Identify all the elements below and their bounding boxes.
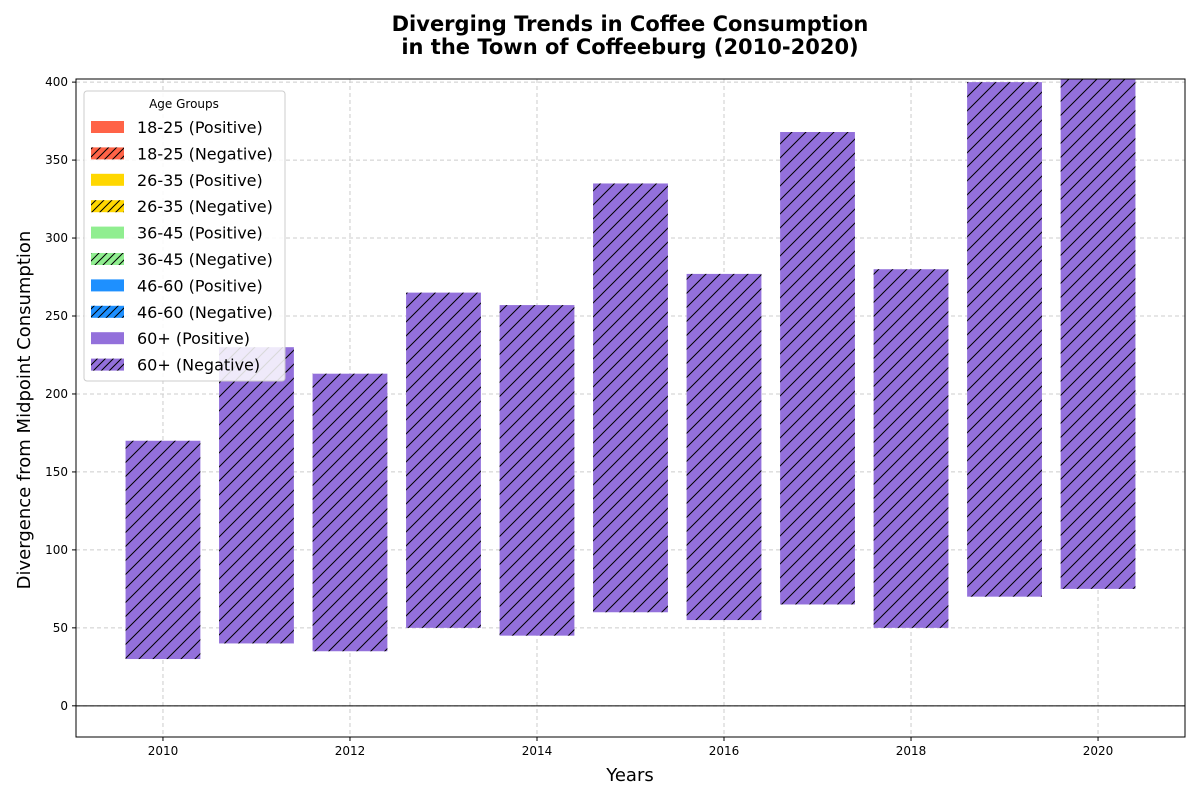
bar-hatch bbox=[780, 132, 855, 605]
legend-entry: 60+ (Negative) bbox=[91, 356, 260, 375]
x-tick-label: 2018 bbox=[896, 744, 927, 758]
y-tick-label: 100 bbox=[45, 543, 68, 557]
bar-hatch bbox=[406, 292, 481, 628]
bar-hatch bbox=[1060, 79, 1136, 589]
bar-hatch bbox=[219, 347, 294, 644]
y-axis-ticks: 0 50 100 150 200 250 300 350 400 bbox=[45, 75, 76, 713]
y-tick-label: 300 bbox=[45, 231, 68, 245]
x-tick-label: 2010 bbox=[148, 744, 179, 758]
x-axis-label: Years bbox=[605, 765, 654, 786]
bar bbox=[780, 132, 855, 605]
x-tick-label: 2012 bbox=[335, 744, 366, 758]
legend-swatch bbox=[91, 226, 124, 239]
legend-swatch-hatch bbox=[91, 305, 124, 318]
bar-hatch bbox=[125, 440, 201, 660]
bar bbox=[593, 183, 668, 613]
legend-title: Age Groups bbox=[149, 97, 219, 111]
legend-swatch bbox=[91, 332, 124, 345]
bar bbox=[873, 269, 949, 628]
bar bbox=[406, 292, 481, 628]
legend-entry: 18-25 (Negative) bbox=[91, 144, 273, 163]
bar-hatch bbox=[873, 269, 949, 628]
bar-hatch bbox=[499, 305, 575, 636]
legend-swatch bbox=[91, 279, 124, 292]
plot-frame bbox=[75, 78, 1186, 738]
bar bbox=[312, 373, 388, 652]
legend-entry: 46-60 (Negative) bbox=[91, 303, 273, 322]
legend-swatch-hatch bbox=[91, 147, 124, 160]
legend-swatch bbox=[91, 121, 124, 133]
bar bbox=[219, 347, 294, 644]
legend-label: 18-25 (Negative) bbox=[137, 144, 273, 163]
y-tick-label: 400 bbox=[45, 75, 68, 89]
bar bbox=[1060, 79, 1136, 589]
legend-entry: 46-60 (Positive) bbox=[91, 276, 263, 295]
y-axis-label: Divergence from Midpoint Consumption bbox=[14, 231, 35, 590]
legend-label: 26-35 (Negative) bbox=[137, 197, 273, 216]
legend-entry: 60+ (Positive) bbox=[91, 329, 250, 348]
x-tick-label: 2016 bbox=[709, 744, 740, 758]
bar bbox=[499, 305, 575, 636]
legend-entry: 26-35 (Positive) bbox=[91, 171, 263, 190]
y-tick-label: 150 bbox=[45, 465, 68, 479]
bar-hatch bbox=[593, 183, 668, 613]
bar bbox=[686, 273, 762, 621]
legend-label: 60+ (Positive) bbox=[137, 329, 250, 348]
x-axis-ticks: 2010 2012 2014 2016 2018 2020 bbox=[148, 737, 1114, 758]
y-tick-label: 350 bbox=[45, 153, 68, 167]
legend-label: 36-45 (Negative) bbox=[137, 250, 273, 269]
legend-label: 46-60 (Positive) bbox=[137, 276, 263, 295]
legend-entry: 18-25 (Positive) bbox=[91, 118, 263, 137]
legend-entry: 36-45 (Negative) bbox=[91, 250, 273, 269]
x-tick-label: 2020 bbox=[1083, 744, 1114, 758]
legend-label: 60+ (Negative) bbox=[137, 356, 260, 375]
legend-entries: 18-25 (Positive) 18-25 (Negative) 26-35 (P… bbox=[91, 118, 273, 375]
legend-box bbox=[83, 90, 286, 382]
bar-hatch bbox=[312, 373, 388, 652]
bar-hatch bbox=[967, 82, 1042, 597]
legend-entry: 36-45 (Positive) bbox=[91, 224, 263, 243]
legend-label: 18-25 (Positive) bbox=[137, 118, 263, 137]
chart-title-line-1: Diverging Trends in Coffee Consumption bbox=[392, 12, 869, 36]
y-tick-label: 250 bbox=[45, 309, 68, 323]
legend-label: 46-60 (Negative) bbox=[137, 303, 273, 322]
chart-title: Diverging Trends in Coffee Consumption i… bbox=[392, 12, 869, 59]
legend-swatch bbox=[91, 173, 124, 186]
bar bbox=[967, 82, 1042, 597]
legend-swatch-hatch bbox=[91, 253, 124, 265]
bar-hatch bbox=[686, 273, 762, 621]
bars bbox=[125, 79, 1136, 660]
bar bbox=[125, 440, 201, 660]
y-tick-label: 0 bbox=[60, 699, 68, 713]
legend: Age Groups 18-25 (Positive) 18-25 (Negati… bbox=[83, 90, 286, 382]
legend-label: 36-45 (Positive) bbox=[137, 224, 263, 243]
y-tick-label: 50 bbox=[53, 621, 68, 635]
legend-label: 26-35 (Positive) bbox=[137, 171, 263, 190]
y-tick-label: 200 bbox=[45, 387, 68, 401]
legend-swatch-hatch bbox=[91, 358, 124, 371]
x-tick-label: 2014 bbox=[522, 744, 553, 758]
legend-entry: 26-35 (Negative) bbox=[91, 197, 273, 216]
legend-swatch-hatch bbox=[91, 200, 124, 213]
chart-title-line-2: in the Town of Coffeeburg (2010-2020) bbox=[401, 35, 858, 59]
